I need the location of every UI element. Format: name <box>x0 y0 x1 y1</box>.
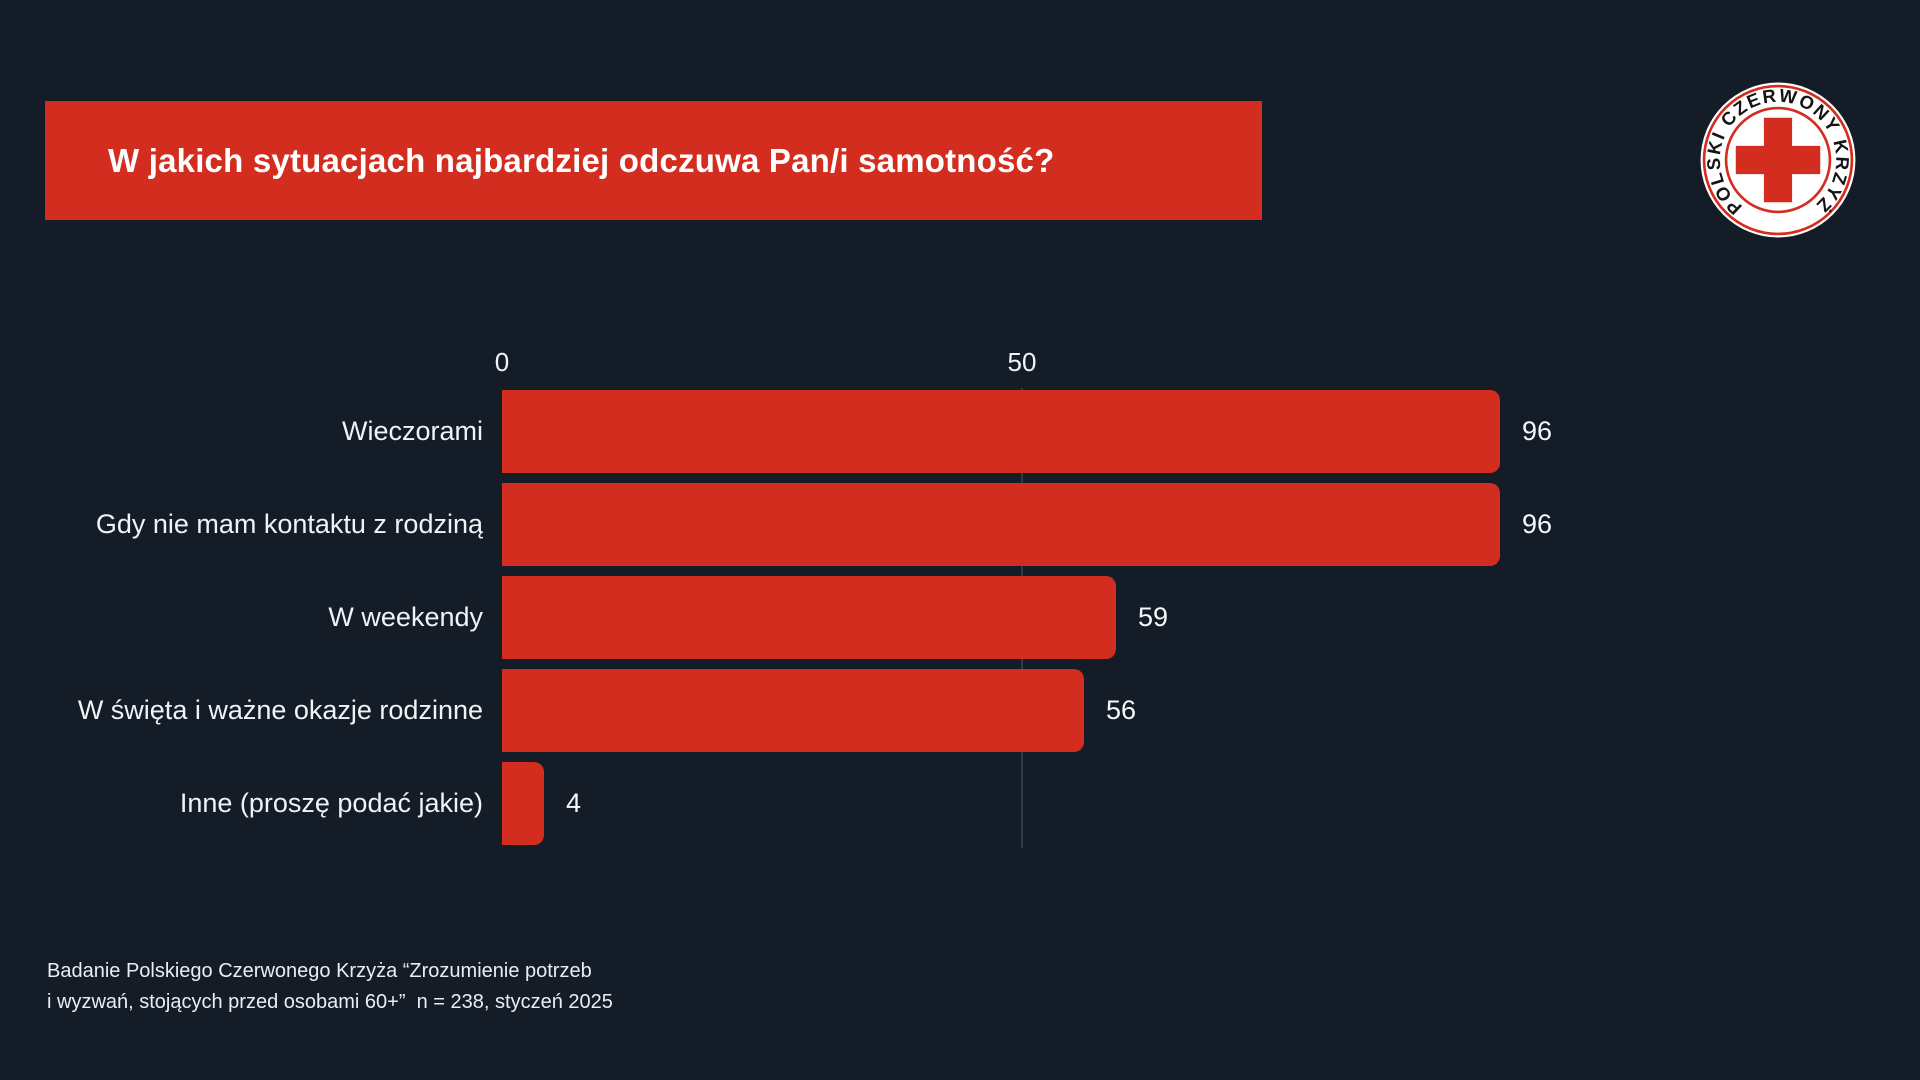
bar <box>502 483 1500 566</box>
bar <box>502 390 1500 473</box>
pck-logo: POLSKI CZERWONY KRZYŻ <box>1700 82 1856 238</box>
title-banner: W jakich sytuacjach najbardziej odczuwa … <box>45 101 1262 220</box>
x-axis-tick-label: 50 <box>1007 347 1037 377</box>
source-note: Badanie Polskiego Czerwonego Krzyża “Zro… <box>47 956 613 1018</box>
category-label: Gdy nie mam kontaktu z rodziną <box>95 509 483 539</box>
value-label: 4 <box>566 788 582 818</box>
value-label: 59 <box>1138 602 1169 632</box>
category-label: W święta i ważne okazje rodzinne <box>77 695 483 725</box>
source-note-line1: Badanie Polskiego Czerwonego Krzyża “Zro… <box>47 960 592 982</box>
logo-outer-ring <box>1702 84 1854 236</box>
bar-row: W weekendy 59 <box>0 576 1920 659</box>
logo-inner-ring <box>1724 106 1832 214</box>
bar-row: Gdy nie mam kontaktu z rodziną 96 <box>0 483 1920 566</box>
red-cross-icon <box>1735 117 1821 203</box>
bar <box>502 669 1084 752</box>
value-label: 56 <box>1106 695 1137 725</box>
value-label: 96 <box>1522 416 1553 446</box>
bar <box>502 762 544 845</box>
bar <box>502 576 1116 659</box>
bar-row: W święta i ważne okazje rodzinne 56 <box>0 669 1920 752</box>
category-label: Wieczorami <box>341 416 483 446</box>
category-label: W weekendy <box>328 602 483 632</box>
source-note-line2: i wyzwań, stojących przed osobami 60+” n… <box>47 991 613 1013</box>
value-label: 96 <box>1522 509 1553 539</box>
page-title: W jakich sytuacjach najbardziej odczuwa … <box>108 141 1055 179</box>
x-axis-tick-label: 0 <box>494 347 510 377</box>
bar-row: Wieczorami 96 <box>0 390 1920 473</box>
category-label: Inne (proszę podać jakie) <box>179 788 483 818</box>
bar-row: Inne (proszę podać jakie) 4 <box>0 762 1920 845</box>
